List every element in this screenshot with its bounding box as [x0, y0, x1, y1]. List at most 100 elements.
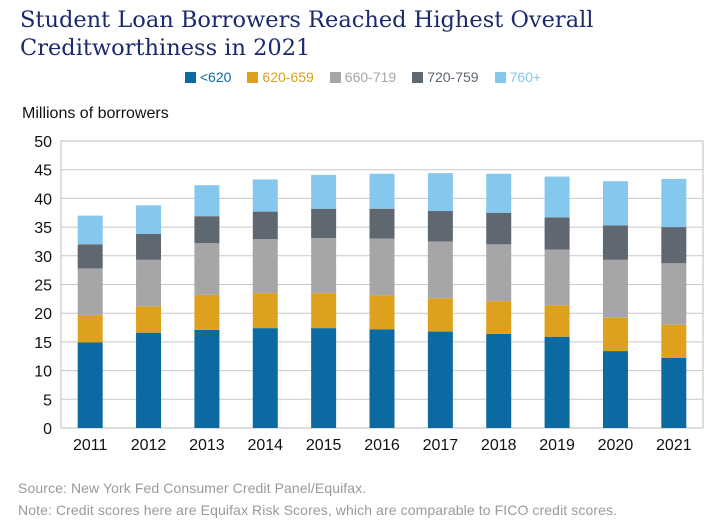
chart-title-line-1: Student Loan Borrowers Reached Highest O… — [20, 7, 594, 33]
chart-title-line-2: Creditworthiness in 2021 — [20, 35, 311, 61]
bar-segment-2014-1 — [252, 293, 278, 329]
bar-segment-2012-2 — [136, 259, 162, 307]
x-tick-label: 2019 — [539, 437, 575, 454]
legend-label-720-759: 720-759 — [427, 69, 479, 85]
y-tick-label: 10 — [34, 364, 52, 381]
bar-segment-2018-2 — [486, 244, 512, 302]
bar-segment-2014-3 — [252, 211, 278, 240]
bar-segment-2012-4 — [136, 205, 162, 234]
y-axis-label: Millions of borrowers — [22, 105, 169, 122]
bar-segment-2021-3 — [661, 227, 687, 264]
bar-segment-2017-3 — [427, 211, 453, 242]
legend-item-720-759: 720-759 — [412, 68, 479, 86]
y-tick-label: 35 — [34, 220, 52, 237]
bar-segment-2012-0 — [136, 332, 162, 428]
bar-segment-2020-1 — [602, 317, 628, 352]
source-note: Source: New York Fed Consumer Credit Pan… — [18, 480, 367, 496]
bar-segment-2016-1 — [369, 295, 395, 330]
credit-score-note: Note: Credit scores here are Equifax Ris… — [18, 502, 618, 518]
x-tick-label: 2020 — [598, 437, 634, 454]
bar-segment-2013-4 — [194, 185, 220, 217]
bar-segment-2017-1 — [427, 298, 453, 332]
x-tick-label: 2018 — [481, 437, 517, 454]
legend-swatch-620-659 — [247, 71, 259, 83]
bar-segment-2020-2 — [602, 259, 628, 318]
bar-segment-2016-2 — [369, 238, 395, 296]
legend-label-below-620: <620 — [199, 69, 232, 85]
bar-segment-2011-1 — [77, 314, 103, 343]
bar-segment-2015-1 — [311, 293, 337, 329]
legend-swatch-760-plus — [494, 71, 506, 83]
bar-segment-2011-3 — [77, 244, 103, 269]
x-tick-label: 2013 — [189, 437, 225, 454]
bar-segment-2016-0 — [369, 329, 395, 428]
y-tick-label: 0 — [43, 421, 52, 438]
bar-segment-2020-4 — [602, 181, 628, 226]
x-tick-label: 2016 — [364, 437, 400, 454]
bar-segment-2018-4 — [486, 173, 512, 213]
y-tick-label: 5 — [43, 392, 52, 409]
y-tick-label: 15 — [34, 335, 52, 352]
legend-label-620-659: 620-659 — [262, 69, 314, 85]
bar-segment-2012-1 — [136, 306, 162, 333]
y-tick-label: 20 — [34, 306, 52, 323]
y-tick-label: 30 — [34, 249, 52, 266]
bar-segment-2014-0 — [252, 328, 278, 428]
bar-segment-2021-2 — [661, 263, 687, 325]
bar-segment-2011-2 — [77, 268, 103, 315]
bar-segment-2011-4 — [77, 215, 103, 245]
bar-segment-2017-2 — [427, 241, 453, 299]
bar-segment-2020-3 — [602, 225, 628, 260]
bar-segment-2021-1 — [661, 324, 687, 358]
bar-segment-2015-0 — [311, 328, 337, 428]
y-tick-label: 40 — [34, 191, 52, 208]
y-tick-label: 45 — [34, 163, 52, 180]
x-tick-label: 2012 — [131, 437, 167, 454]
bar-segment-2019-1 — [544, 305, 570, 337]
legend-item-760-plus: 760+ — [494, 68, 542, 86]
bar-segment-2013-2 — [194, 243, 220, 295]
bar-segment-2013-3 — [194, 216, 220, 244]
legend-item-below-620: <620 — [184, 68, 232, 86]
bar-segment-2019-2 — [544, 249, 570, 306]
bar-segment-2018-1 — [486, 301, 512, 334]
bar-segment-2020-0 — [602, 351, 628, 428]
bar-segment-2016-4 — [369, 173, 395, 209]
bar-segment-2015-4 — [311, 174, 337, 209]
bar-segment-2017-0 — [427, 331, 453, 428]
x-tick-label: 2014 — [247, 437, 283, 454]
bar-segment-2012-3 — [136, 233, 162, 260]
bar-segment-2016-3 — [369, 208, 395, 239]
bar-segment-2015-3 — [311, 208, 337, 239]
bar-segment-2021-4 — [661, 178, 687, 228]
x-tick-label: 2021 — [656, 437, 692, 454]
bar-segment-2018-0 — [486, 333, 512, 428]
bar-segment-2011-0 — [77, 342, 103, 428]
bar-segment-2019-3 — [544, 217, 570, 250]
bar-segment-2019-4 — [544, 176, 570, 218]
legend-swatch-720-759 — [412, 71, 424, 83]
x-tick-label: 2017 — [423, 437, 459, 454]
bar-segment-2013-0 — [194, 329, 220, 428]
legend-swatch-below-620 — [184, 71, 196, 83]
legend-swatch-660-719 — [329, 71, 341, 83]
legend-label-660-719: 660-719 — [344, 69, 397, 85]
legend-item-660-719: 660-719 — [329, 68, 397, 86]
legend-label-760-plus: 760+ — [509, 69, 542, 85]
bar-segment-2018-3 — [486, 212, 512, 245]
legend-item-620-659: 620-659 — [247, 68, 314, 86]
x-tick-label: 2011 — [73, 437, 108, 454]
bar-segment-2021-0 — [661, 357, 687, 428]
y-tick-label: 50 — [34, 134, 52, 151]
bar-segment-2019-0 — [544, 336, 570, 428]
chart-legend: <620 620-659 660-719 720-759 760+ — [0, 68, 726, 86]
y-tick-label: 25 — [34, 278, 52, 295]
chart-title: Student Loan Borrowers Reached Highest O… — [20, 6, 700, 62]
bar-segment-2013-1 — [194, 294, 220, 330]
bar-segment-2015-2 — [311, 238, 337, 294]
bar-segment-2017-4 — [427, 173, 453, 212]
x-tick-label: 2015 — [306, 437, 342, 454]
bar-segment-2014-2 — [252, 239, 278, 294]
bar-segment-2014-4 — [252, 179, 278, 212]
